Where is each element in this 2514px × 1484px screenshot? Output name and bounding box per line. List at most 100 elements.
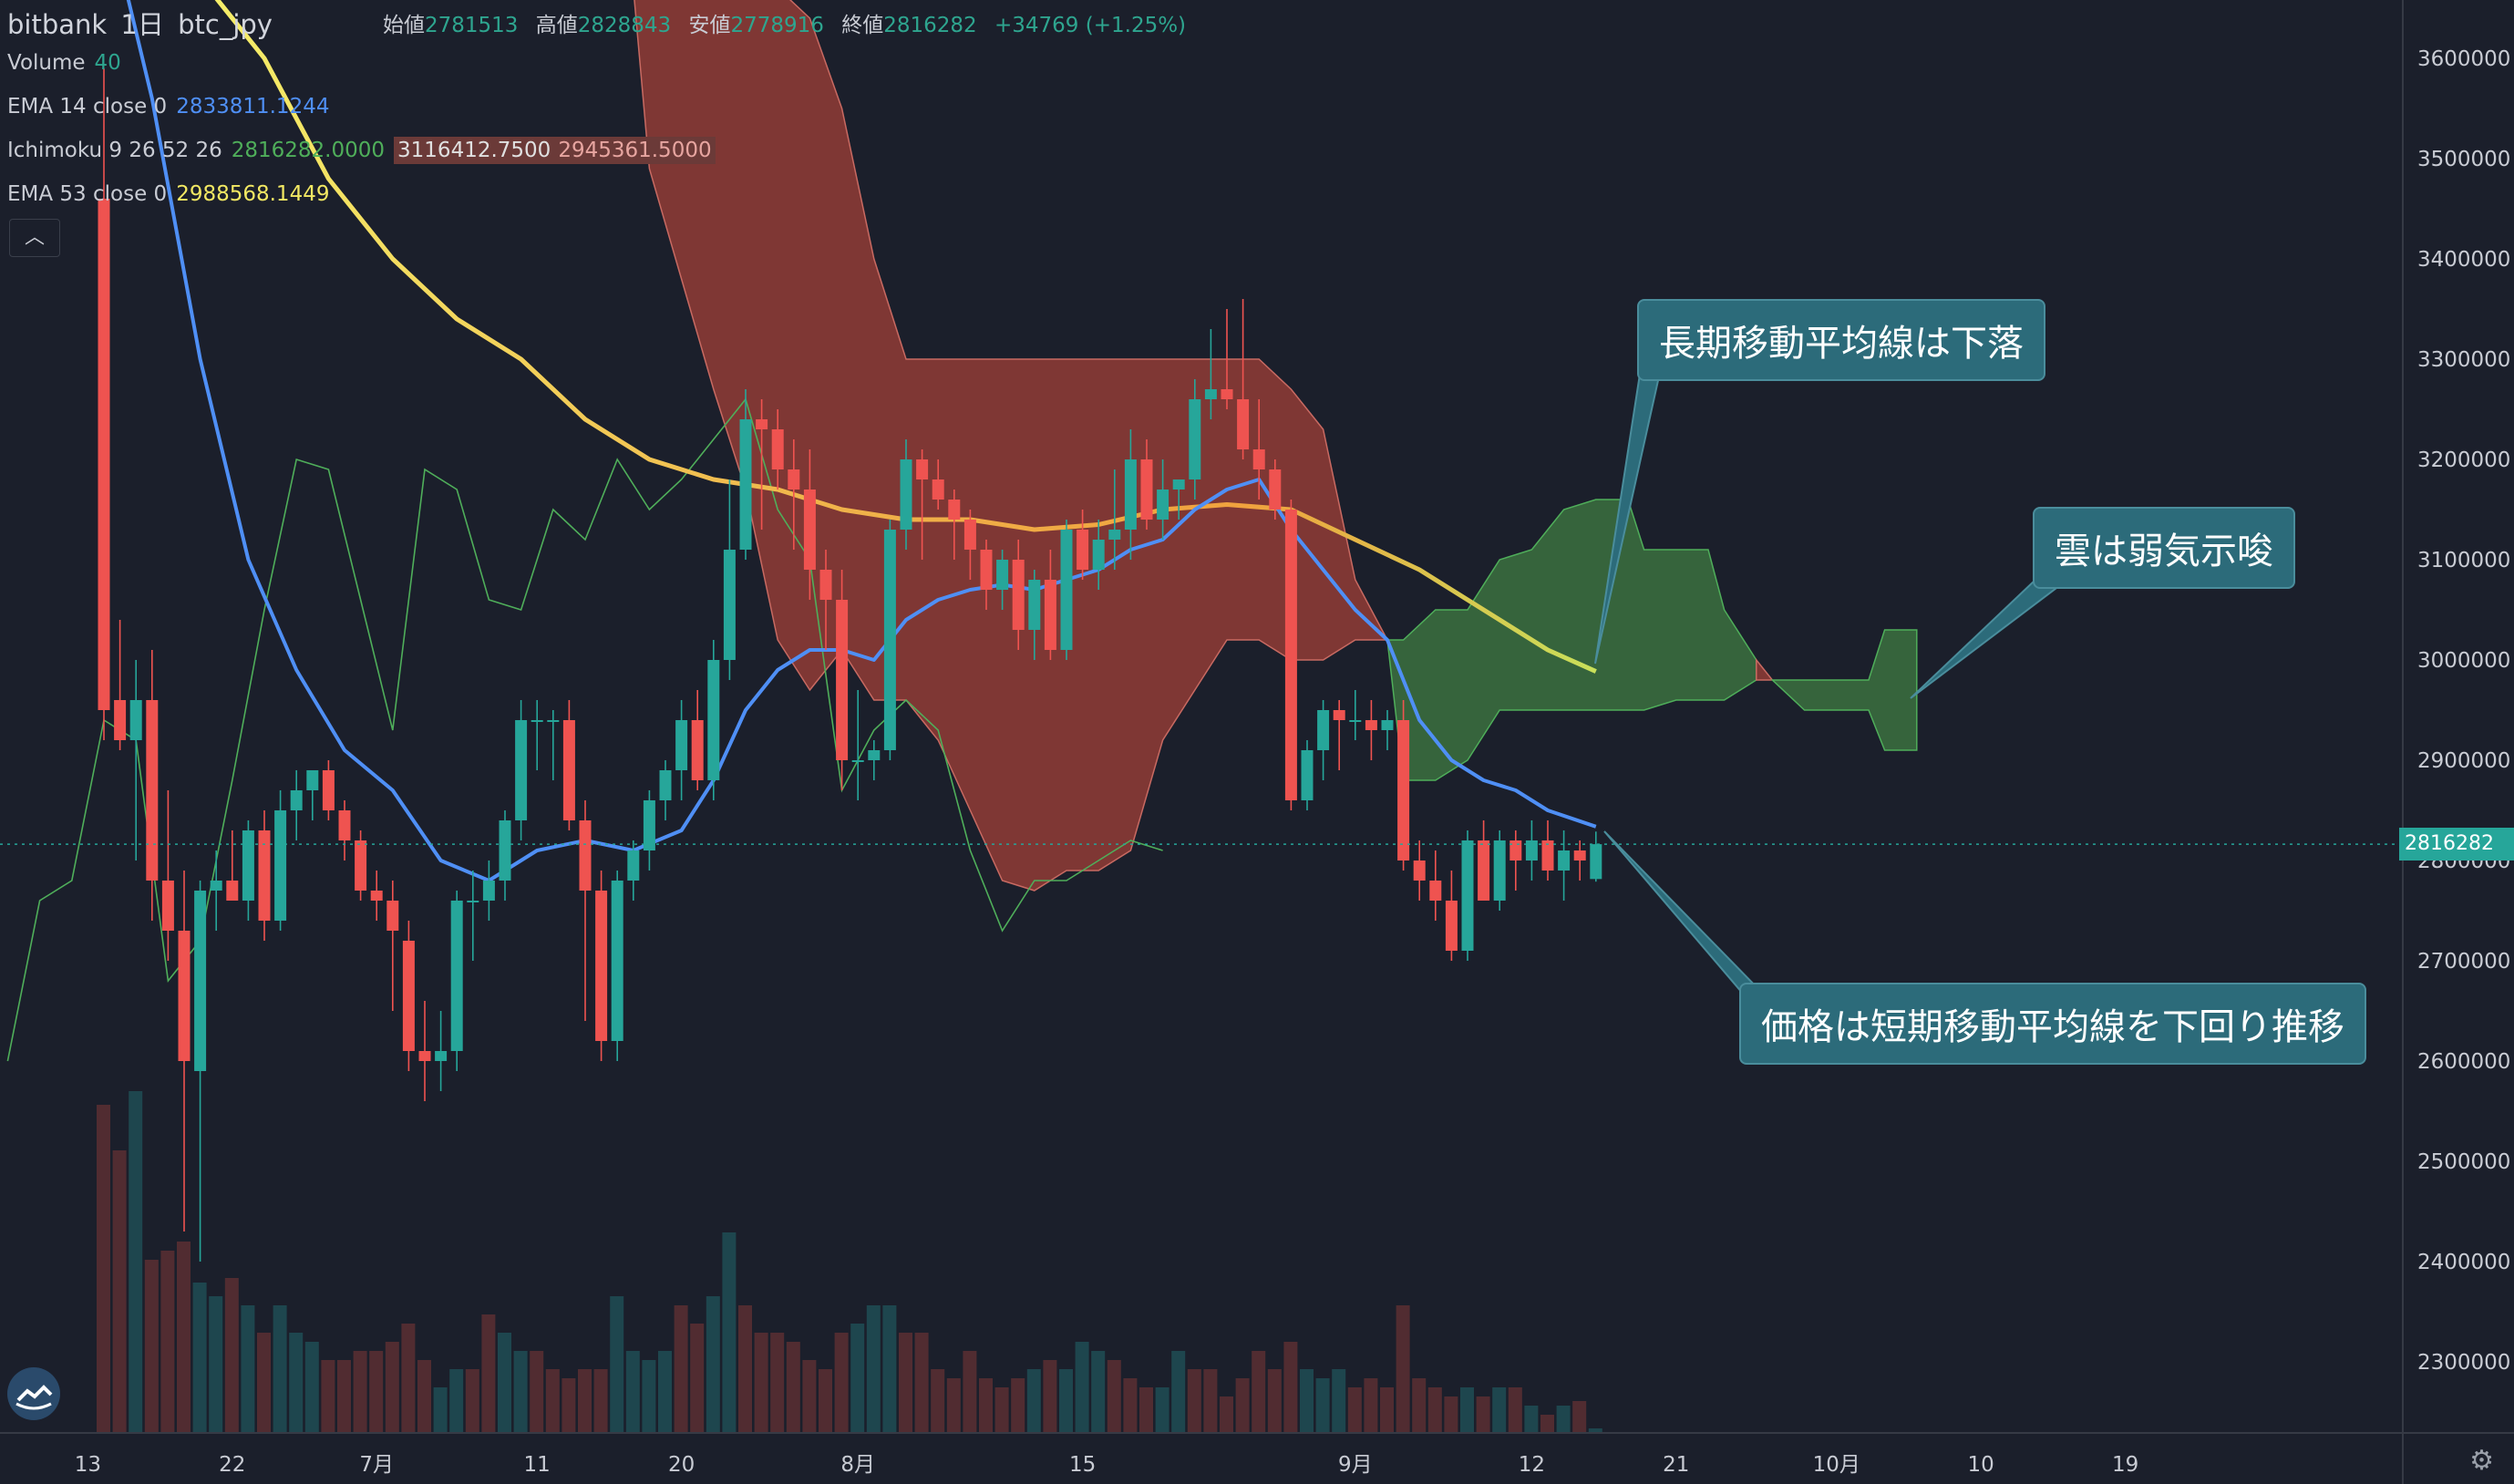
y-tick-label: 2700000 xyxy=(2417,950,2510,974)
candle-body xyxy=(675,720,688,770)
change-value: +34769 (+1.25%) xyxy=(994,14,1187,37)
volume-bar xyxy=(593,1369,608,1433)
volume-bar xyxy=(304,1342,319,1433)
x-tick-label: 10月 xyxy=(1813,1453,1860,1477)
volume-bar xyxy=(1187,1369,1201,1433)
candle-body xyxy=(531,720,543,722)
volume-bar xyxy=(513,1351,528,1433)
candle-body xyxy=(114,700,127,740)
candle-body xyxy=(450,901,463,1051)
candle-body xyxy=(1573,850,1586,861)
volume-bar xyxy=(1364,1378,1378,1433)
candle-body xyxy=(386,901,399,931)
candle-body xyxy=(883,530,896,750)
candle-body xyxy=(1333,710,1345,720)
volume-bar xyxy=(273,1305,287,1433)
volume-bar xyxy=(578,1369,592,1433)
indicator-volume-value: 40 xyxy=(94,51,121,75)
volume-bar xyxy=(112,1150,127,1433)
candle-body xyxy=(1157,490,1169,520)
volume-bar xyxy=(417,1360,431,1433)
candle-body xyxy=(1060,530,1073,650)
tradingview-logo-icon[interactable] xyxy=(7,1367,60,1420)
candle-body xyxy=(900,459,912,530)
y-tick-label: 3500000 xyxy=(2417,148,2510,171)
volume-bar xyxy=(979,1378,993,1433)
candle-body xyxy=(1124,459,1137,530)
volume-bar xyxy=(1107,1360,1121,1433)
volume-bar xyxy=(802,1360,817,1433)
open-label: 始値 xyxy=(383,14,425,37)
volume-bar xyxy=(1556,1406,1571,1433)
candle-body xyxy=(1397,720,1410,861)
volume-bar xyxy=(946,1378,961,1433)
interval-label[interactable]: 1日 xyxy=(120,9,164,40)
x-tick-label: 8月 xyxy=(840,1453,875,1477)
volume-bar xyxy=(1332,1369,1346,1433)
volume-bar xyxy=(1315,1378,1330,1433)
x-tick-label: 7月 xyxy=(359,1453,394,1477)
volume-bar xyxy=(1011,1378,1025,1433)
volume-bar xyxy=(369,1351,384,1433)
volume-bar xyxy=(97,1105,110,1433)
volume-bar xyxy=(562,1378,576,1433)
volume-bar xyxy=(770,1333,785,1433)
volume-bar xyxy=(610,1296,624,1433)
volume-bar xyxy=(160,1251,175,1433)
candle-body xyxy=(499,820,511,881)
last-price-tag: 2816282 xyxy=(2399,828,2514,861)
candle-body xyxy=(402,941,415,1051)
volume-bar xyxy=(545,1369,560,1433)
low-label: 安値 xyxy=(688,14,731,37)
candle-body xyxy=(370,891,383,901)
x-tick-label: 10 xyxy=(1968,1453,1994,1477)
indicator-ichimoku-v2: 3116412.7500 xyxy=(394,137,555,164)
gear-icon[interactable]: ⚙ xyxy=(2469,1445,2494,1477)
close-label: 終値 xyxy=(841,14,884,37)
volume-bar xyxy=(498,1333,511,1433)
volume-bar xyxy=(722,1232,737,1433)
volume-bar xyxy=(530,1351,544,1433)
volume-bar xyxy=(385,1342,399,1433)
volume-bar xyxy=(1380,1387,1394,1433)
candle-body xyxy=(515,720,528,820)
candle-body xyxy=(562,720,575,820)
candle-body xyxy=(194,891,207,1071)
indicator-ema53[interactable]: EMA 53 close 0 2988568.1449 xyxy=(7,182,329,206)
y-tick-label: 2400000 xyxy=(2417,1251,2510,1274)
y-tick-label: 3400000 xyxy=(2417,248,2510,272)
candle-body xyxy=(467,901,479,902)
symbol-label[interactable]: btc_jpy xyxy=(178,9,273,40)
volume-bar xyxy=(738,1305,752,1433)
indicator-ichimoku[interactable]: Ichimoku 9 26 52 26 2816282.0000 3116412.7… xyxy=(7,137,716,164)
candle-body xyxy=(226,881,239,901)
candle-body xyxy=(1445,901,1458,951)
candle-body xyxy=(435,1051,448,1061)
volume-bar xyxy=(1524,1406,1539,1433)
volume-bar xyxy=(449,1369,464,1433)
candle-body xyxy=(1317,710,1330,750)
volume-bar xyxy=(1267,1369,1282,1433)
indicator-ichimoku-v3: 2945361.5000 xyxy=(554,137,716,164)
candle-body xyxy=(980,550,993,590)
volume-bar xyxy=(1283,1342,1298,1433)
volume-bar xyxy=(1235,1378,1250,1433)
y-tick-label: 3300000 xyxy=(2417,348,2510,372)
indicator-ema14[interactable]: EMA 14 close 0 2833811.1244 xyxy=(7,95,329,119)
candle-body xyxy=(322,770,335,810)
x-tick-label: 9月 xyxy=(1338,1453,1373,1477)
indicator-volume[interactable]: Volume 40 xyxy=(7,51,121,75)
volume-bar xyxy=(224,1278,239,1433)
x-tick-label: 20 xyxy=(668,1453,695,1477)
candle-body xyxy=(178,931,191,1061)
candle-body xyxy=(146,700,159,881)
y-tick-label: 2300000 xyxy=(2417,1351,2510,1375)
callout-long-ma: 長期移動平均線は下落 xyxy=(1637,299,2045,381)
volume-bars xyxy=(97,1091,1602,1433)
indicator-ema53-value: 2988568.1449 xyxy=(176,182,330,206)
candles xyxy=(98,68,1602,1262)
candle-body xyxy=(1237,399,1250,449)
collapse-legend-button[interactable]: ︿ xyxy=(9,219,60,257)
